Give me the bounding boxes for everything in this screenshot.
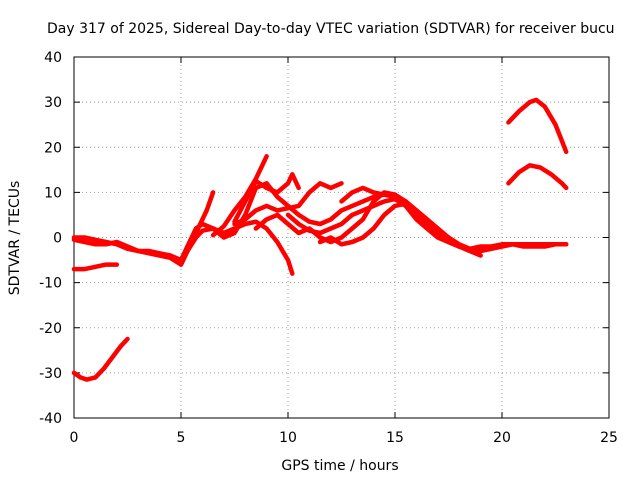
y-tick-label: -20 xyxy=(39,321,62,337)
x-tick-label: 0 xyxy=(70,430,79,446)
y-tick-label: 40 xyxy=(44,50,62,66)
series-arc-11 xyxy=(317,201,569,252)
series-arc-10 xyxy=(285,196,483,258)
y-tick-label: -40 xyxy=(39,411,62,427)
series-arc-6 xyxy=(210,154,269,238)
y-tick-label: 30 xyxy=(44,95,62,111)
y-tick-label: -30 xyxy=(39,366,62,382)
series-arc-7 xyxy=(232,172,301,224)
series-group xyxy=(71,97,569,382)
grid xyxy=(74,57,609,418)
y-tick-label: 0 xyxy=(53,231,62,247)
x-tick-label: 5 xyxy=(177,430,186,446)
chart-title: Day 317 of 2025, Sidereal Day-to-day VTE… xyxy=(47,21,615,37)
y-tick-label: 20 xyxy=(44,140,62,156)
series-arc-13 xyxy=(506,97,569,155)
series-arc-12 xyxy=(339,185,408,204)
series-arc-5 xyxy=(178,190,216,267)
series-arc-2 xyxy=(71,181,569,263)
x-tick-label: 20 xyxy=(493,430,511,446)
series-arc-3 xyxy=(71,262,120,272)
axis-ticks: 0 5 10 15 20 25 -40 -30 -20 -10 0 10 20 30 40 xyxy=(39,50,618,446)
x-axis-label: GPS time / hours xyxy=(281,458,398,474)
series-arc-4 xyxy=(71,336,130,382)
series-arc-8 xyxy=(232,181,344,227)
series-arc-14 xyxy=(506,163,569,191)
x-tick-label: 15 xyxy=(386,430,404,446)
y-tick-label: -10 xyxy=(39,276,62,292)
y-tick-label: 10 xyxy=(44,185,62,201)
y-axis-label: SDTVAR / TECUs xyxy=(7,181,23,296)
x-tick-label: 10 xyxy=(279,430,297,446)
x-tick-label: 25 xyxy=(600,430,618,446)
